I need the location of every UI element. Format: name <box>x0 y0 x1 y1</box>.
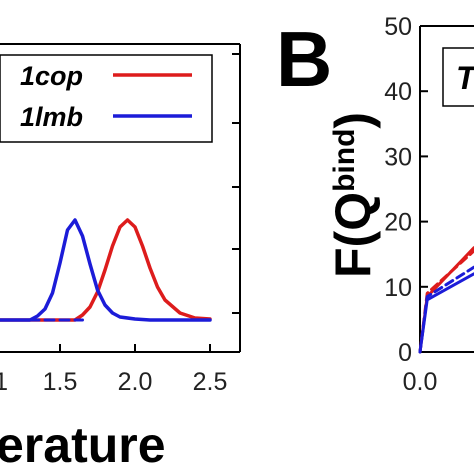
panel-b-legend-box <box>442 47 474 107</box>
panel-a-x-tick-label: 2.0 <box>118 368 153 396</box>
series-line-1lmb <box>0 218 212 322</box>
panel-b-x-tick-label: 0.0 <box>403 368 438 396</box>
panel-b-y-tick-label: 10 <box>384 274 412 302</box>
panel-a-legend-box <box>0 54 213 143</box>
panel-a-x-tick-label-partial: 1 <box>0 368 8 396</box>
panel-b-legend-label: T <box>456 60 474 96</box>
panel-b-y-tick-label: 0 <box>398 339 412 367</box>
panel-b-letter: B <box>276 15 332 103</box>
panel-b-y-axis-title-close: ) <box>325 112 381 129</box>
panel-a-x-axis-title: erature <box>0 417 166 473</box>
panel-b-y-axis-title: F(Qbind) <box>325 112 381 278</box>
panel-a-legend: 1cop 1lmb <box>0 54 213 143</box>
panel-a-x-ticks: 1.5 2.0 2.5 1 <box>0 344 227 396</box>
panel-b-y-axis-title-main: F(Q <box>325 192 381 278</box>
panel-a: 1.5 2.0 2.5 1 1cop 1lmb erature <box>0 43 241 473</box>
legend-label-1lmb: 1lmb <box>20 102 83 132</box>
panel-b-y-ticks: 0 10 20 30 40 50 <box>384 13 428 367</box>
panel-b-series <box>418 246 474 354</box>
panel-b-y-tick-label: 30 <box>384 143 412 171</box>
panel-b-y-tick-label: 50 <box>384 13 412 41</box>
panel-a-x-tick-label: 2.5 <box>193 368 228 396</box>
panel-b: B F(Qbind) 0 10 20 30 40 50 0.0 T <box>276 13 474 396</box>
panel-b-y-axis-title-sup: bind <box>328 129 361 192</box>
panel-a-x-tick-label: 1.5 <box>43 368 78 396</box>
panel-b-legend: T <box>442 47 474 107</box>
panel-b-y-tick-label: 20 <box>384 209 412 237</box>
series-line-1cop <box>0 218 212 322</box>
legend-label-1cop: 1cop <box>20 61 83 91</box>
panel-b-series-line <box>418 265 474 354</box>
panel-b-y-tick-label: 40 <box>384 78 412 106</box>
panel-a-series <box>0 218 212 322</box>
